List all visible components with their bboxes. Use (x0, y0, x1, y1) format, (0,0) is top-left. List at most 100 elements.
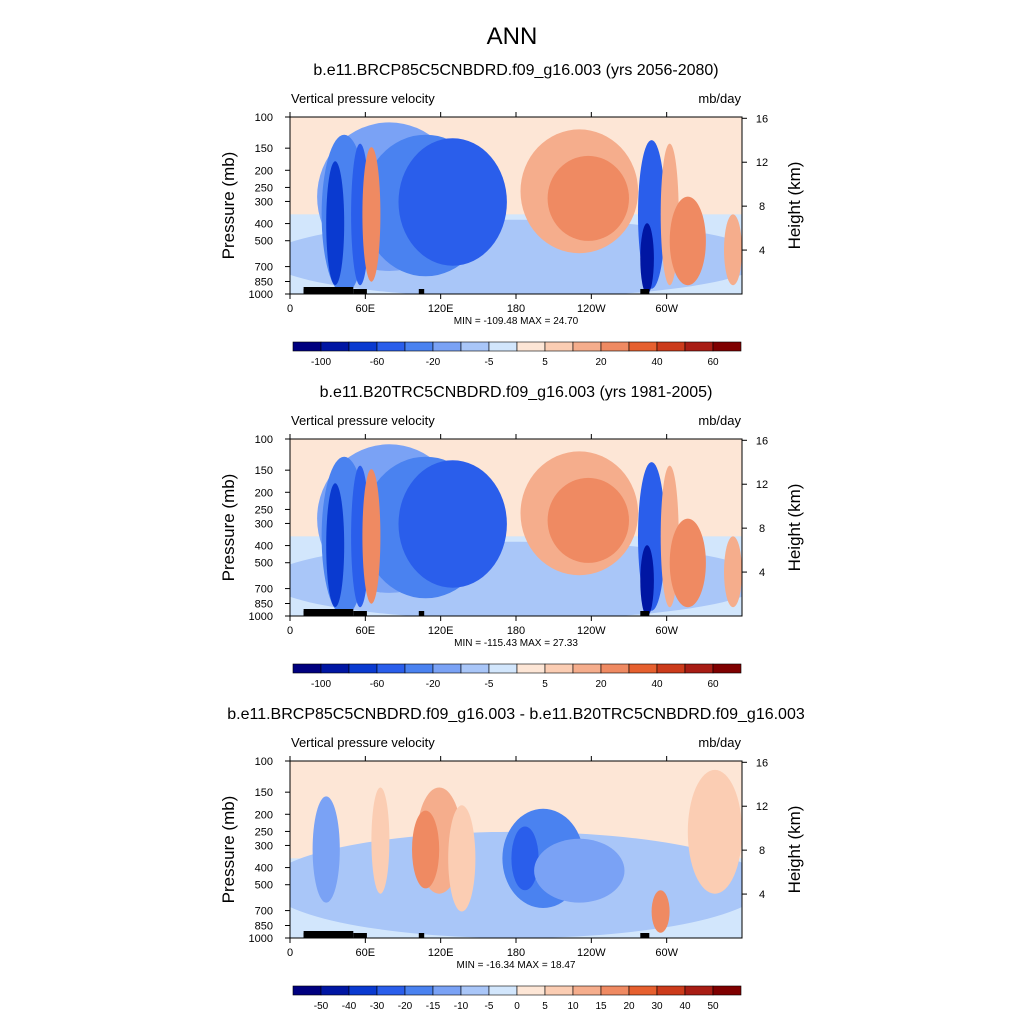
colorbar-box (460, 985, 490, 996)
y-tick-label: 300 (255, 840, 273, 852)
colorbar-box (684, 985, 714, 996)
colorbar-box (376, 985, 406, 996)
colorbar-box (600, 341, 630, 352)
colorbar-box (292, 663, 322, 674)
colorbar-label: 10 (567, 1001, 579, 1012)
contour-field (290, 439, 742, 616)
colorbar-box (432, 663, 462, 674)
colorbar-label: -20 (426, 679, 441, 690)
y-tick-label: 1000 (249, 611, 273, 623)
y-tick-label: 700 (255, 584, 273, 596)
y2-axis-label: Height (km) (785, 806, 804, 894)
colorbar-box (488, 341, 518, 352)
colorbar-label: -5 (485, 357, 494, 368)
y-tick-label: 100 (255, 112, 273, 124)
y-axis-label: Pressure (mb) (219, 796, 238, 904)
x-tick-label: 0 (287, 947, 293, 959)
contour-region (362, 469, 381, 604)
y-tick-label: 150 (255, 787, 273, 799)
colorbar-box (488, 663, 518, 674)
colorbar-box (432, 985, 462, 996)
colorbar-box (572, 663, 602, 674)
contour-region (362, 147, 381, 282)
x-tick-label: 180 (507, 625, 525, 637)
panel-right-label: mb/day (698, 413, 741, 428)
panel-right-label: mb/day (698, 735, 741, 750)
colorbar-box (320, 341, 350, 352)
x-tick-label: 60W (655, 947, 678, 959)
colorbar-box (432, 341, 462, 352)
contour-region (669, 518, 706, 608)
terrain (353, 933, 367, 938)
y-tick-label: 400 (255, 863, 273, 875)
contour-region (326, 483, 345, 608)
panel-title: b.e11.BRCP85C5CNBDRD.f09_g16.003 - b.e11… (227, 706, 805, 723)
y-tick-label: 700 (255, 906, 273, 918)
min-max-stats: MIN = -109.48 MAX = 24.70 (454, 316, 579, 327)
colorbar-box (600, 985, 630, 996)
colorbar-label: -5 (485, 1001, 494, 1012)
colorbar-box (544, 985, 574, 996)
y-tick-label: 500 (255, 558, 273, 570)
colorbar-box (628, 985, 658, 996)
topography (303, 931, 650, 938)
colorbar-box (628, 341, 658, 352)
y-tick-label: 400 (255, 541, 273, 553)
terrain (418, 289, 425, 294)
colorbar-box (516, 341, 546, 352)
y-tick-label: 200 (255, 809, 273, 821)
colorbar-label: 40 (679, 1001, 691, 1012)
contour-region (326, 161, 345, 286)
colorbar-box (460, 663, 490, 674)
colorbar-box (684, 663, 714, 674)
contour-region (640, 545, 654, 616)
colorbar-label: 30 (651, 1001, 663, 1012)
colorbar-box (684, 341, 714, 352)
y2-tick-label: 12 (756, 157, 768, 169)
y2-tick-label: 12 (756, 801, 768, 813)
contour-region (534, 838, 625, 903)
colorbar-label: 20 (623, 1001, 635, 1012)
colorbar-box (712, 341, 742, 352)
contour-region (398, 138, 507, 266)
x-tick-label: 120E (428, 947, 454, 959)
y-tick-label: 250 (255, 182, 273, 194)
colorbar-label: -15 (426, 1001, 441, 1012)
colorbar-label: 20 (595, 679, 607, 690)
colorbar-label: 5 (542, 679, 548, 690)
contour-field (290, 761, 742, 938)
colorbar-label: 5 (542, 1001, 548, 1012)
terrain (303, 609, 354, 616)
y-tick-label: 850 (255, 921, 273, 933)
colorbar-label: 0 (514, 1001, 520, 1012)
contour-region (687, 769, 742, 894)
figure-title: ANN (487, 23, 538, 50)
terrain (303, 931, 354, 938)
y-tick-label: 500 (255, 236, 273, 248)
colorbar-box (600, 663, 630, 674)
y2-tick-label: 8 (759, 845, 765, 857)
terrain (640, 611, 650, 616)
colorbar-box (712, 663, 742, 674)
terrain (418, 933, 425, 938)
colorbar-label: -5 (485, 679, 494, 690)
y-tick-label: 100 (255, 434, 273, 446)
y2-tick-label: 8 (759, 201, 765, 213)
contour-region (651, 890, 670, 933)
colorbar-box (376, 663, 406, 674)
colorbar-box (656, 985, 686, 996)
x-tick-label: 120W (577, 947, 606, 959)
colorbar-label: -100 (311, 679, 331, 690)
y2-tick-label: 4 (759, 889, 765, 901)
x-tick-label: 60W (655, 625, 678, 637)
y-tick-label: 100 (255, 756, 273, 768)
colorbar-label: 50 (707, 1001, 719, 1012)
y-tick-label: 150 (255, 465, 273, 477)
colorbar-label: 40 (651, 357, 663, 368)
colorbar-box (320, 985, 350, 996)
contour-region (412, 810, 440, 889)
y-tick-label: 850 (255, 599, 273, 611)
x-tick-label: 60E (356, 947, 376, 959)
colorbar-box (292, 985, 322, 996)
terrain (640, 933, 650, 938)
